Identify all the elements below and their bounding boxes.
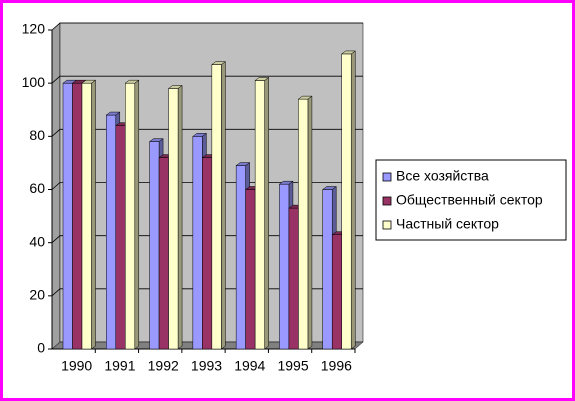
bar-side	[221, 61, 226, 350]
bar	[279, 183, 290, 350]
bar	[254, 80, 265, 350]
bar	[288, 207, 299, 350]
legend-label: Частный сектор	[396, 216, 499, 232]
legend-swatch	[382, 220, 392, 230]
legend-label: Общественный сектор	[396, 192, 543, 208]
bar-top	[235, 162, 251, 166]
legend-swatch	[382, 196, 392, 206]
bar-side	[350, 50, 356, 350]
bar-top	[254, 77, 270, 81]
x-tick-label: 1996	[321, 358, 352, 374]
bar	[168, 88, 179, 350]
bar-side	[264, 77, 269, 350]
bar	[298, 98, 309, 350]
y-tick-label: 40	[29, 233, 45, 249]
bar-top	[167, 85, 183, 89]
bar-side	[177, 84, 183, 350]
bar-top	[321, 186, 337, 190]
grid-line	[51, 75, 363, 84]
y-tick-label: 0	[37, 340, 45, 356]
legend-label: Все хозяйства	[396, 168, 489, 184]
legend	[375, 159, 567, 241]
y-tick-label: 80	[29, 127, 45, 143]
bar	[81, 82, 92, 350]
x-tick-label: 1994	[234, 358, 265, 374]
bar	[211, 64, 222, 350]
bar	[341, 53, 352, 350]
bar-top	[211, 61, 227, 65]
bar	[106, 114, 117, 350]
bar-side	[307, 95, 313, 350]
y-tick-label: 100	[22, 74, 46, 90]
bar	[158, 157, 169, 350]
bar	[322, 189, 333, 350]
bar-side	[134, 79, 140, 350]
x-tick-label: 1991	[104, 358, 135, 374]
bar	[149, 141, 160, 350]
bar	[115, 125, 126, 350]
x-tick-label: 1993	[191, 358, 222, 374]
x-tick-label: 1990	[61, 358, 92, 374]
x-tick-label: 1995	[277, 358, 308, 374]
bar	[202, 157, 213, 350]
bar-top	[278, 180, 294, 185]
bar-top	[192, 133, 208, 137]
bar-top	[297, 95, 313, 100]
bar	[245, 189, 256, 350]
bar	[331, 234, 342, 350]
y-tick-label: 20	[29, 287, 45, 303]
bar	[192, 136, 203, 350]
y-tick-label: 60	[29, 180, 45, 196]
bar	[235, 165, 246, 350]
y-tick-label: 120	[22, 21, 46, 37]
bar-top	[81, 79, 97, 84]
bar	[62, 82, 73, 350]
legend-swatch	[382, 172, 392, 182]
bar-top	[148, 138, 164, 142]
bar-top	[105, 111, 121, 116]
bar-top	[124, 79, 140, 84]
x-tick-label: 1992	[148, 358, 179, 374]
grid-line	[51, 22, 363, 31]
bar-side	[91, 79, 96, 350]
bar	[72, 82, 83, 350]
bar	[125, 82, 136, 350]
bar-top	[340, 50, 356, 55]
